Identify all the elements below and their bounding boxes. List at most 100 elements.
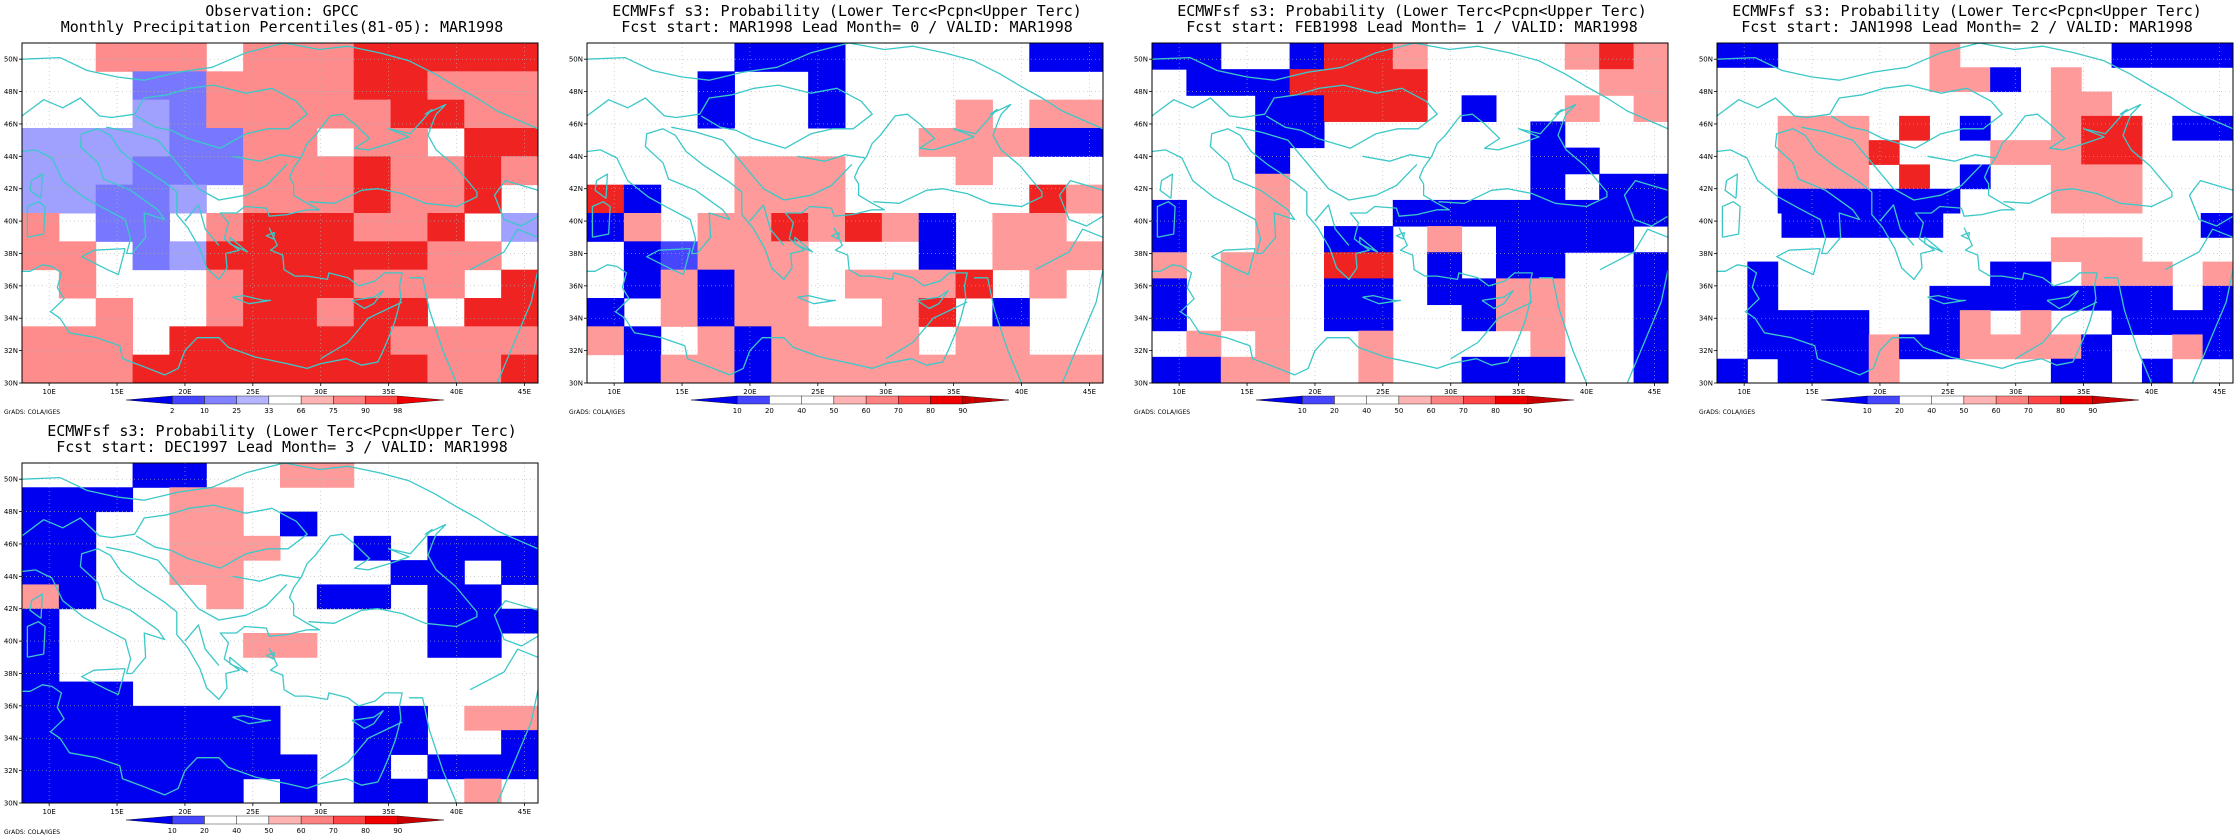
- grid-cell: [390, 156, 428, 186]
- map-frame: [21, 42, 539, 384]
- grid-cell: [206, 705, 244, 731]
- coastline: [232, 154, 301, 162]
- panel-title-line1: ECMWFsf s3: Probability (Lower Terc<Pcpn…: [612, 2, 1082, 20]
- coastline: [229, 656, 249, 673]
- grid-cell: [132, 156, 170, 186]
- grid-cell: [58, 511, 97, 537]
- lat-tick-label: 46N: [4, 540, 18, 548]
- grid-cell: [501, 213, 539, 242]
- grid-cell: [1289, 43, 1325, 70]
- grid-cell: [955, 99, 993, 129]
- lat-tick-label: 38N: [4, 670, 18, 678]
- lon-tick-label: 45E: [2213, 388, 2226, 396]
- colorbar-label: 10: [168, 827, 177, 835]
- grid-cell: [427, 213, 465, 242]
- lon-tick-label: 15E: [1240, 388, 1253, 396]
- grid-cell: [1255, 147, 1291, 175]
- grid-cell: [1461, 356, 1497, 384]
- grid-cell: [1496, 199, 1531, 227]
- coastline: [1960, 231, 1971, 240]
- grid-cell: [132, 184, 170, 214]
- grid-cell: [1392, 95, 1428, 122]
- map-ticks: 30N 32N 34N 36N 38N 40N 42N 44N 46N 48N 50N 10E 15E 2…: [4, 476, 531, 816]
- coastline: [671, 126, 853, 201]
- grid-cell: [1186, 356, 1222, 384]
- grid-cell: [427, 608, 465, 634]
- colorbar-swatch: [204, 815, 237, 825]
- colorbar-swatch: [1495, 395, 1528, 405]
- coastline: [29, 173, 44, 199]
- lat-tick-label: 42N: [569, 185, 583, 193]
- coastline: [1721, 201, 1741, 238]
- grid-cell: [992, 213, 1030, 242]
- grid-cell: [1220, 278, 1256, 306]
- colorbar-swatch: [268, 815, 302, 825]
- grid-cell: [992, 241, 1030, 271]
- grid-cell: [2111, 164, 2143, 190]
- grid-cell: [390, 778, 428, 804]
- grid-cell: [808, 184, 846, 214]
- lon-tick-label: 30E: [1444, 388, 1457, 396]
- grid-cell: [918, 213, 957, 242]
- grid-cell: [1959, 164, 1991, 190]
- coastline: [1058, 179, 1104, 227]
- grid-cell: [808, 213, 846, 242]
- coastline: [1359, 236, 1379, 253]
- grid-cell: [243, 730, 281, 755]
- grid-cell: [1959, 310, 1991, 335]
- grid-cell: [1152, 43, 1187, 70]
- coastline: [916, 290, 949, 310]
- colorbar-label: 70: [329, 827, 338, 835]
- grid-cell: [390, 298, 428, 327]
- grid-cell: [206, 241, 244, 271]
- grid-cell: [2081, 237, 2113, 263]
- grid-cell: [1324, 43, 1359, 70]
- coastline: [320, 721, 403, 780]
- coastline: [646, 247, 691, 276]
- grid-cell: [1838, 188, 1870, 214]
- colorbar-swatch: [1302, 395, 1335, 405]
- lon-tick-label: 35E: [2077, 388, 2090, 396]
- colorbar-label: 20: [200, 827, 209, 835]
- grid-cell: [623, 241, 662, 271]
- grid-cell: [845, 354, 883, 384]
- coastline: [1776, 247, 1821, 276]
- lon-tick-label: 15E: [110, 388, 123, 396]
- grid-cell: [2050, 164, 2082, 190]
- colorbar-label: 90: [958, 407, 967, 415]
- lon-tick-label: 20E: [743, 388, 756, 396]
- coastline: [1152, 227, 1533, 376]
- grid-cell: [2081, 115, 2113, 141]
- grid-cell: [169, 326, 207, 356]
- grid-cell: [132, 754, 170, 780]
- coastline: [22, 227, 403, 376]
- coastline: [885, 301, 968, 360]
- grid-cell: [1910, 213, 1944, 238]
- colorbar-arrow-low: [125, 395, 173, 405]
- grid-cell: [2172, 43, 2204, 68]
- grid-cell: [280, 778, 318, 804]
- grid-cell: [464, 71, 502, 101]
- colorbar-arrow-high: [962, 395, 1010, 405]
- grid-cell: [1289, 121, 1325, 149]
- map-gridlines: [22, 43, 538, 384]
- coastline: [26, 621, 46, 658]
- lat-tick-label: 40N: [569, 218, 583, 226]
- grid-cell: [169, 43, 207, 72]
- colorbar-label: 40: [232, 827, 241, 835]
- grid-cell: [206, 298, 244, 327]
- lon-tick-label: 15E: [1805, 388, 1818, 396]
- grid-cell: [734, 241, 772, 271]
- grid-cell: [1808, 115, 1839, 141]
- lat-tick-label: 32N: [1699, 347, 1713, 355]
- grid-cell: [501, 298, 539, 327]
- grid-cell: [1496, 304, 1531, 332]
- grid-cell: [501, 71, 539, 101]
- coastline: [496, 269, 539, 384]
- colorbar-label: 50: [264, 827, 273, 835]
- colorbar-swatch: [769, 395, 802, 405]
- lat-tick-label: 48N: [4, 88, 18, 96]
- colorbar-swatch: [333, 395, 366, 405]
- colorbar-swatch: [898, 395, 931, 405]
- grid-cell: [1186, 330, 1222, 358]
